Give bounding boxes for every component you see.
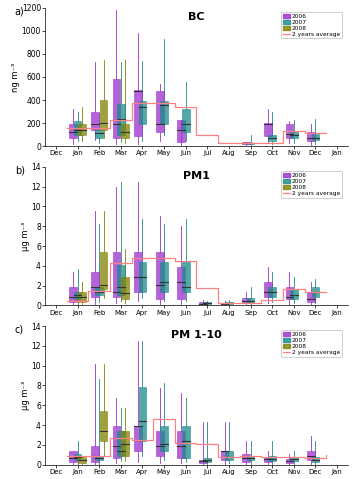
Bar	[268, 286, 276, 297]
Bar	[312, 457, 319, 462]
Text: a): a)	[15, 6, 25, 16]
Bar	[177, 120, 185, 142]
Bar	[307, 292, 315, 301]
Bar	[268, 456, 276, 461]
Bar	[139, 262, 146, 292]
Bar	[95, 129, 103, 137]
Bar	[100, 252, 107, 289]
Bar	[78, 457, 86, 463]
Bar	[121, 431, 129, 456]
Bar	[290, 289, 298, 298]
Bar	[160, 101, 168, 124]
Text: b): b)	[15, 165, 25, 175]
Bar	[100, 100, 107, 129]
Bar	[242, 454, 250, 462]
Bar	[247, 456, 254, 460]
Bar	[113, 79, 120, 137]
Bar	[221, 303, 228, 305]
Y-axis label: μg m⁻³: μg m⁻³	[21, 222, 30, 251]
Bar	[264, 282, 272, 297]
Text: c): c)	[15, 325, 24, 335]
Bar	[247, 143, 254, 144]
Bar	[117, 431, 125, 456]
Bar	[121, 124, 129, 137]
Bar	[113, 426, 120, 458]
Bar	[69, 124, 77, 138]
Bar	[134, 90, 142, 136]
Bar	[290, 132, 298, 138]
Bar	[285, 459, 293, 463]
Bar	[242, 142, 250, 144]
Bar	[117, 265, 125, 295]
Bar	[74, 292, 81, 298]
Bar	[100, 411, 107, 441]
Bar	[113, 252, 120, 297]
Bar	[290, 457, 298, 461]
Text: PM1: PM1	[183, 171, 210, 181]
Bar	[264, 123, 272, 137]
Bar	[203, 458, 211, 462]
Bar	[307, 451, 315, 460]
Bar	[121, 277, 129, 298]
Bar	[91, 272, 99, 297]
Bar	[160, 426, 168, 451]
Bar	[242, 298, 250, 303]
Y-axis label: μg m⁻³: μg m⁻³	[21, 381, 30, 410]
Bar	[182, 426, 190, 458]
Bar	[91, 446, 99, 462]
Bar	[312, 134, 319, 140]
Text: BC: BC	[188, 12, 205, 22]
Bar	[177, 267, 185, 298]
Bar	[182, 109, 190, 132]
Bar	[268, 135, 276, 141]
Bar	[74, 122, 81, 135]
Bar	[160, 262, 168, 292]
Bar	[78, 124, 86, 135]
Bar	[199, 302, 207, 305]
Bar	[139, 101, 146, 124]
Legend: 2006, 2007, 2008, 2 years average: 2006, 2007, 2008, 2 years average	[281, 12, 342, 38]
Bar	[264, 457, 272, 462]
Bar	[312, 286, 319, 297]
Bar	[134, 426, 142, 451]
Bar	[225, 302, 233, 304]
Bar	[156, 252, 164, 298]
Bar	[69, 286, 77, 301]
Bar	[177, 431, 185, 458]
Bar	[221, 451, 228, 460]
Bar	[91, 112, 99, 130]
Bar	[182, 262, 190, 292]
Bar	[307, 132, 315, 141]
Bar	[156, 431, 164, 456]
Bar	[225, 451, 233, 460]
Bar	[247, 298, 254, 303]
Bar	[134, 252, 142, 292]
Bar	[285, 124, 293, 137]
Bar	[74, 454, 81, 460]
Legend: 2006, 2007, 2008, 2 years average: 2006, 2007, 2008, 2 years average	[281, 171, 342, 198]
Bar	[139, 388, 146, 441]
Bar	[69, 451, 77, 462]
Legend: 2006, 2007, 2008, 2 years average: 2006, 2007, 2008, 2 years average	[281, 331, 342, 357]
Bar	[156, 91, 164, 132]
Bar	[117, 103, 125, 135]
Bar	[95, 286, 103, 295]
Bar	[95, 456, 103, 460]
Bar	[199, 460, 207, 463]
Bar	[78, 292, 86, 301]
Y-axis label: ng m⁻³: ng m⁻³	[11, 62, 20, 91]
Bar	[285, 286, 293, 298]
Text: PM 1-10: PM 1-10	[171, 330, 222, 340]
Bar	[203, 302, 211, 304]
